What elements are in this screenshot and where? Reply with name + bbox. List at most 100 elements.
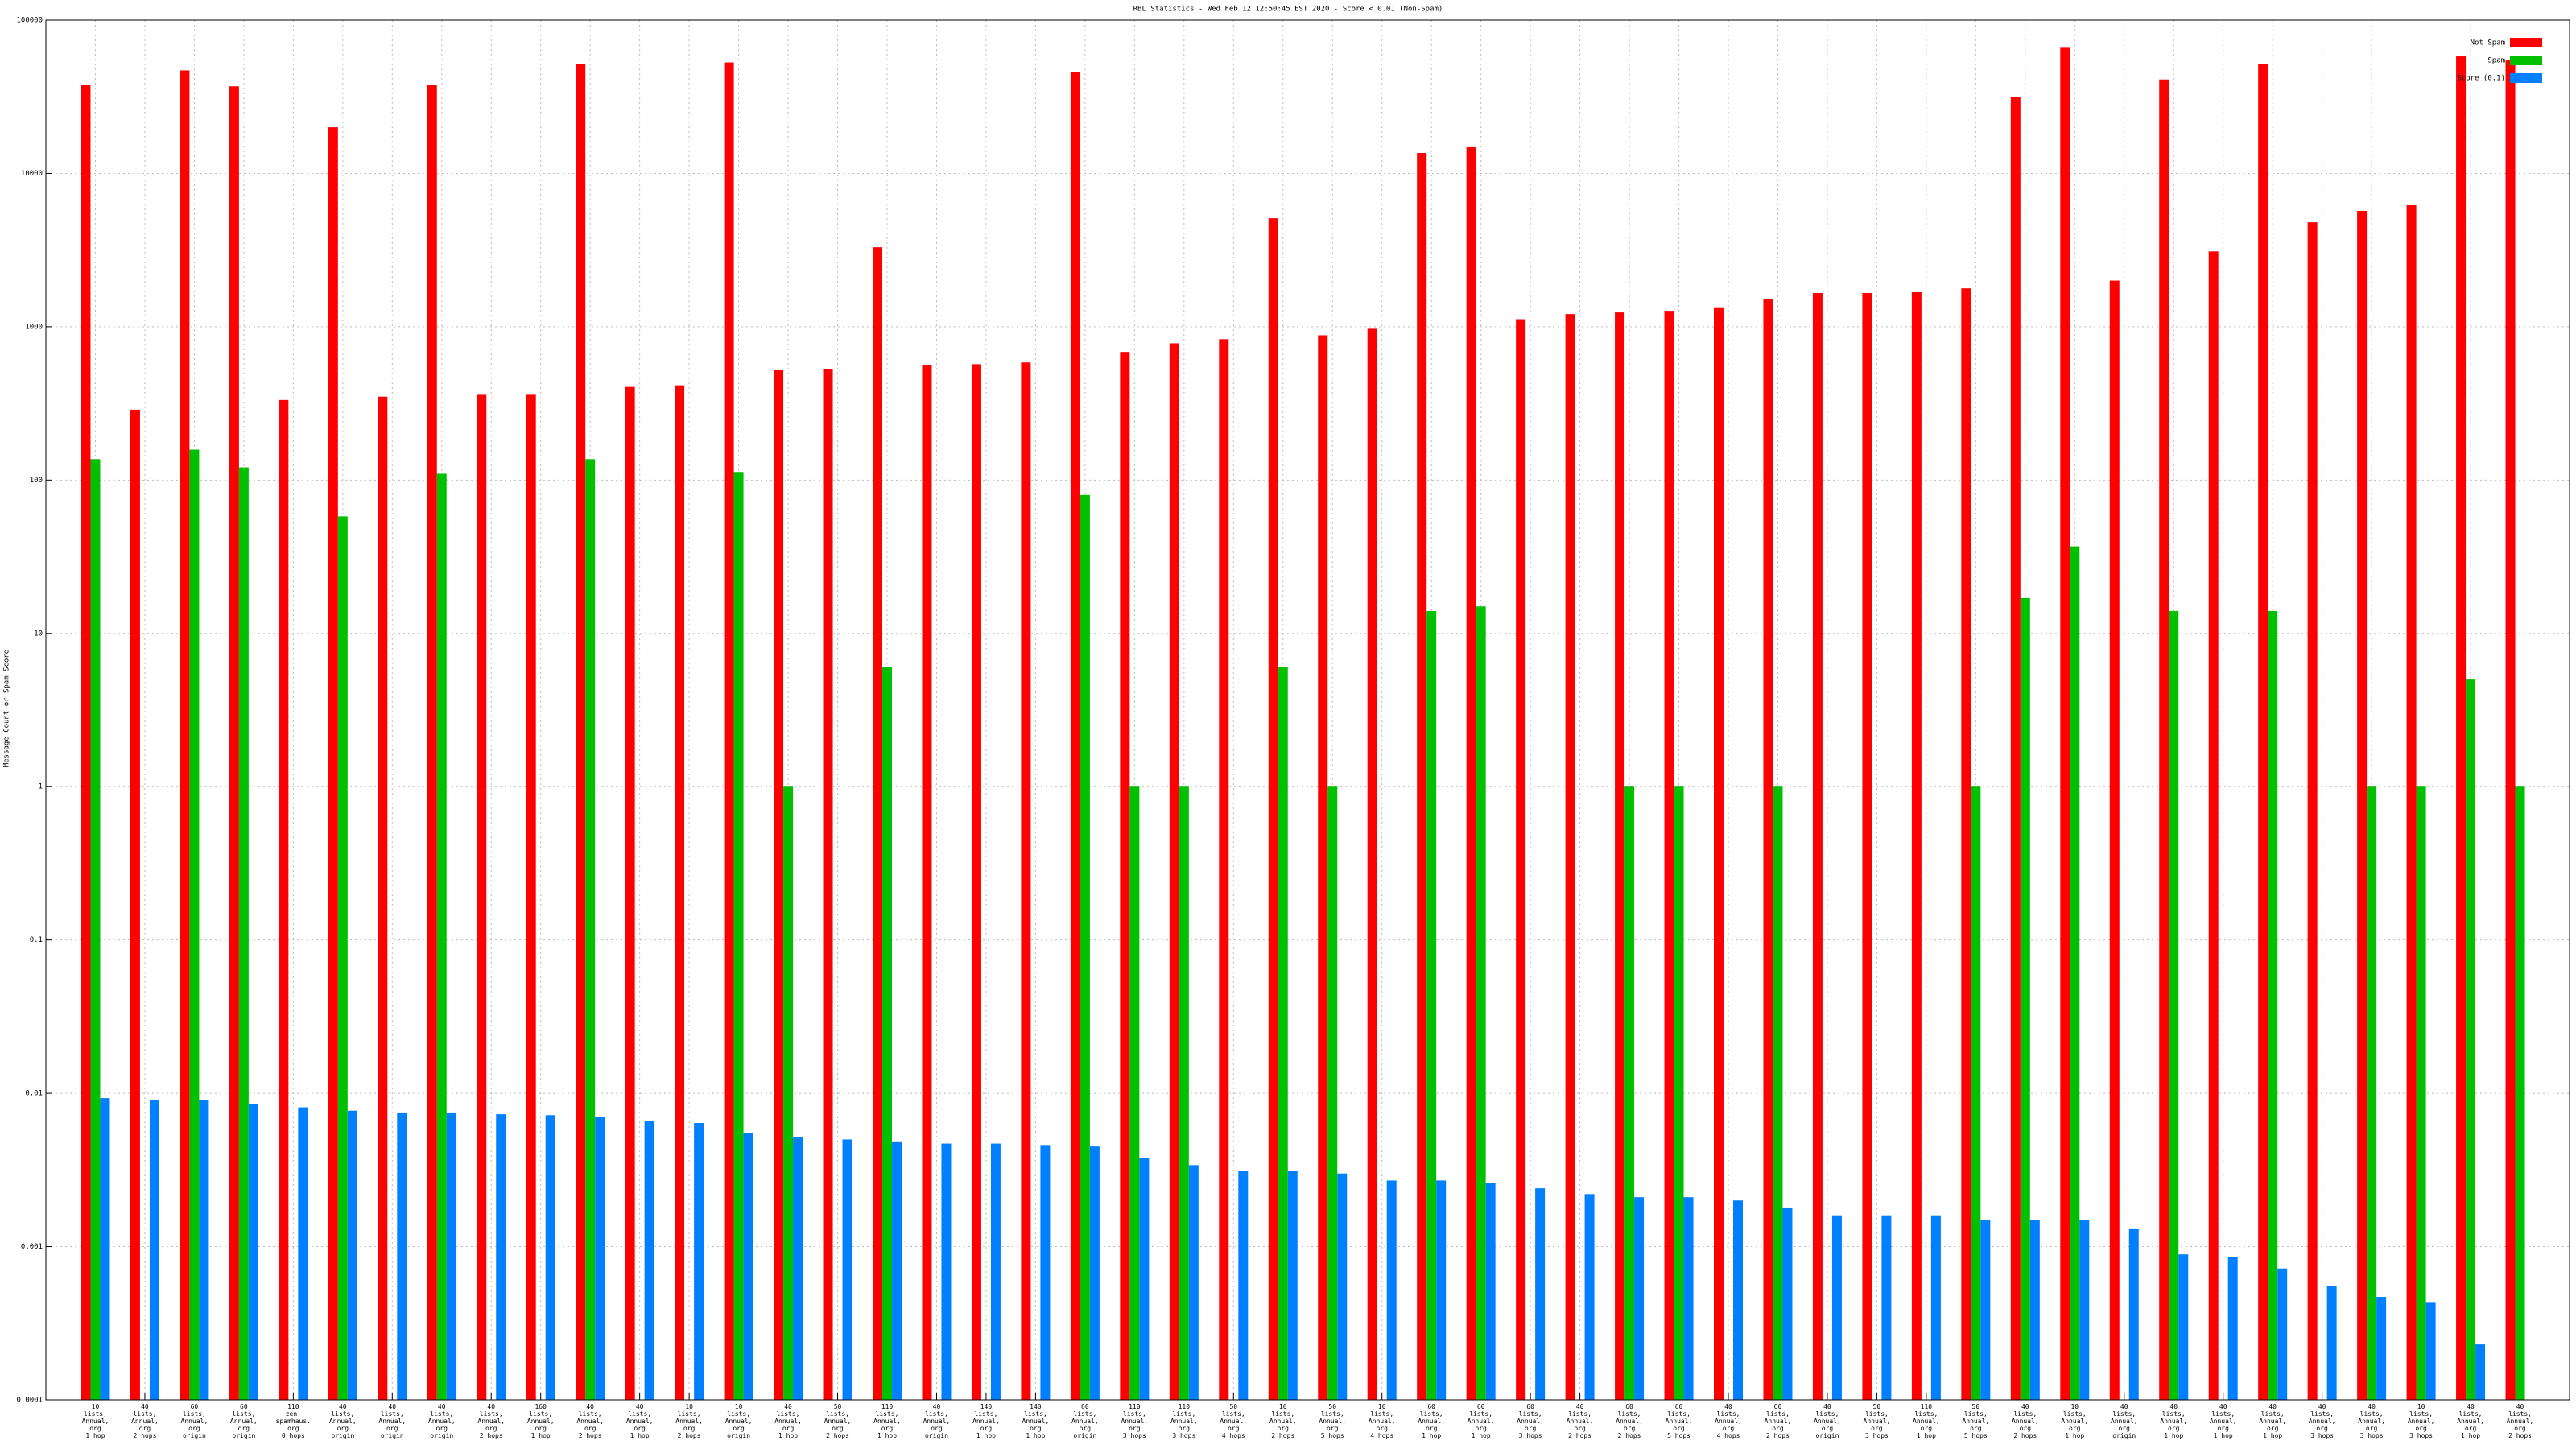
bar [1476, 606, 1486, 1400]
y-tick-label: 100 [30, 477, 43, 485]
bar [1812, 292, 1823, 1401]
x-tick-label: 40 lists, Annual, org 2 hops [2011, 1403, 2039, 1439]
bar [298, 1107, 308, 1400]
legend-swatch [2510, 56, 2542, 65]
bar [595, 1117, 605, 1400]
bar [2060, 47, 2070, 1401]
bar [2416, 786, 2426, 1400]
bar [100, 1098, 110, 1400]
x-tick-label: 10 lists, Annual, org 1 hop [2061, 1403, 2089, 1439]
bar [1961, 288, 1971, 1401]
legend-label: Score (0.1) [2457, 75, 2505, 83]
bar [1080, 494, 1090, 1400]
bar [1911, 291, 1922, 1400]
bar [1188, 1165, 1199, 1400]
x-tick-label: 10 lists, Annual, org 1 hop [81, 1403, 109, 1439]
x-tick-label: 50 lists, Annual, org 2 hops [824, 1403, 852, 1439]
bar [2128, 1228, 2139, 1400]
bar [2227, 1257, 2238, 1400]
legend-swatch [2510, 73, 2542, 83]
y-tick-label: 0.0001 [16, 1397, 43, 1405]
bar [2515, 786, 2525, 1400]
bar [2406, 204, 2417, 1400]
bar [1179, 786, 1189, 1400]
x-tick-label: 60 lists, Annual, org 1 hop [1418, 1403, 1446, 1439]
bar [1971, 786, 1981, 1400]
bar [1436, 1180, 1447, 1400]
bar [783, 786, 794, 1400]
y-axis-label: Message Count or Spam Score [3, 650, 11, 767]
bar [1318, 335, 1328, 1400]
bar [774, 369, 784, 1400]
bar [882, 667, 892, 1400]
bar [496, 1114, 506, 1400]
bar [2020, 597, 2030, 1400]
x-tick-label: 50 lists, Annual, org 5 hops [1319, 1403, 1347, 1439]
bar [1980, 1220, 1991, 1400]
bar [1426, 610, 1437, 1400]
chart-title: RBL Statistics - Wed Feb 12 12:50:45 EST… [1133, 6, 1443, 14]
legend-swatch [2510, 38, 2542, 47]
x-tick-label: 40 lists, Annual, org origin [923, 1403, 951, 1439]
x-tick-label: 140 lists, Annual, org 1 hop [1022, 1403, 1050, 1439]
x-tick-label: 40 lists, Annual, org 2 hops [576, 1403, 605, 1439]
bar [2307, 222, 2318, 1400]
x-tick-label: 60 lists, Annual, org origin [180, 1403, 208, 1439]
x-tick-label: 10 lists, Annual, org 4 hops [1368, 1403, 1396, 1439]
x-tick-label: 40 lists, Annual, org 1 hop [2209, 1403, 2237, 1439]
x-tick-label: 40 lists, Annual, org origin [1814, 1403, 1841, 1439]
y-tick-label: 10000 [21, 170, 43, 178]
bar [1040, 1145, 1051, 1400]
bar [990, 1143, 1001, 1400]
bar [733, 472, 744, 1400]
bar [823, 369, 833, 1400]
bar [1763, 299, 1773, 1400]
bar [1733, 1200, 1743, 1400]
bar [2505, 60, 2516, 1400]
bar [1930, 1215, 1941, 1400]
bar [1831, 1215, 1842, 1400]
bar [892, 1141, 902, 1400]
x-tick-label: 10 lists, Annual, org 2 hops [1269, 1403, 1297, 1439]
bar [2109, 280, 2120, 1401]
bar [427, 85, 437, 1401]
bar [2475, 1344, 2486, 1400]
bar [2367, 786, 2377, 1400]
bar [2178, 1254, 2189, 1400]
bar [644, 1121, 654, 1400]
x-tick-label: 40 lists, Annual, org 1 hop [2259, 1403, 2287, 1439]
bar [2376, 1297, 2387, 1400]
x-tick-label: 110 lists, Annual, org 3 hops [1121, 1403, 1149, 1439]
x-tick-label: 40 lists, Annual, org 3 hops [2358, 1403, 2385, 1439]
y-tick-label: 100000 [16, 17, 43, 25]
bar [793, 1137, 803, 1400]
x-tick-label: 40 lists, Annual, org 2 hops [477, 1403, 506, 1439]
bar [328, 127, 338, 1400]
bar [2357, 210, 2368, 1400]
x-tick-label: 40 lists, Annual, org 2 hops [131, 1403, 159, 1439]
bar [1664, 311, 1674, 1400]
x-tick-label: 60 lists, Annual, org 1 hop [1467, 1403, 1495, 1439]
x-tick-label: 110 zen. spamhaus. org 0 hops [275, 1403, 312, 1439]
bar [1089, 1146, 1100, 1400]
bar [971, 364, 981, 1401]
bar [1782, 1207, 1793, 1400]
legend-label: Spam [2487, 57, 2505, 65]
bar [1674, 786, 1684, 1400]
x-tick-label: 140 lists, Annual, org 1 hop [972, 1403, 1000, 1439]
bar [180, 70, 190, 1400]
x-tick-label: 60 lists, Annual, org 3 hops [1517, 1403, 1544, 1439]
y-tick-label: 1 [39, 783, 43, 791]
bar [2169, 610, 2179, 1400]
bar [873, 247, 882, 1401]
bar [545, 1115, 555, 1400]
bar [2277, 1268, 2288, 1400]
bar [229, 86, 239, 1400]
bar [1634, 1197, 1645, 1400]
bar [279, 399, 289, 1401]
bar [1278, 667, 1288, 1400]
x-tick-label: 110 lists, Annual, org 3 hops [1170, 1403, 1198, 1439]
bar [1327, 786, 1338, 1400]
bar [694, 1123, 704, 1400]
